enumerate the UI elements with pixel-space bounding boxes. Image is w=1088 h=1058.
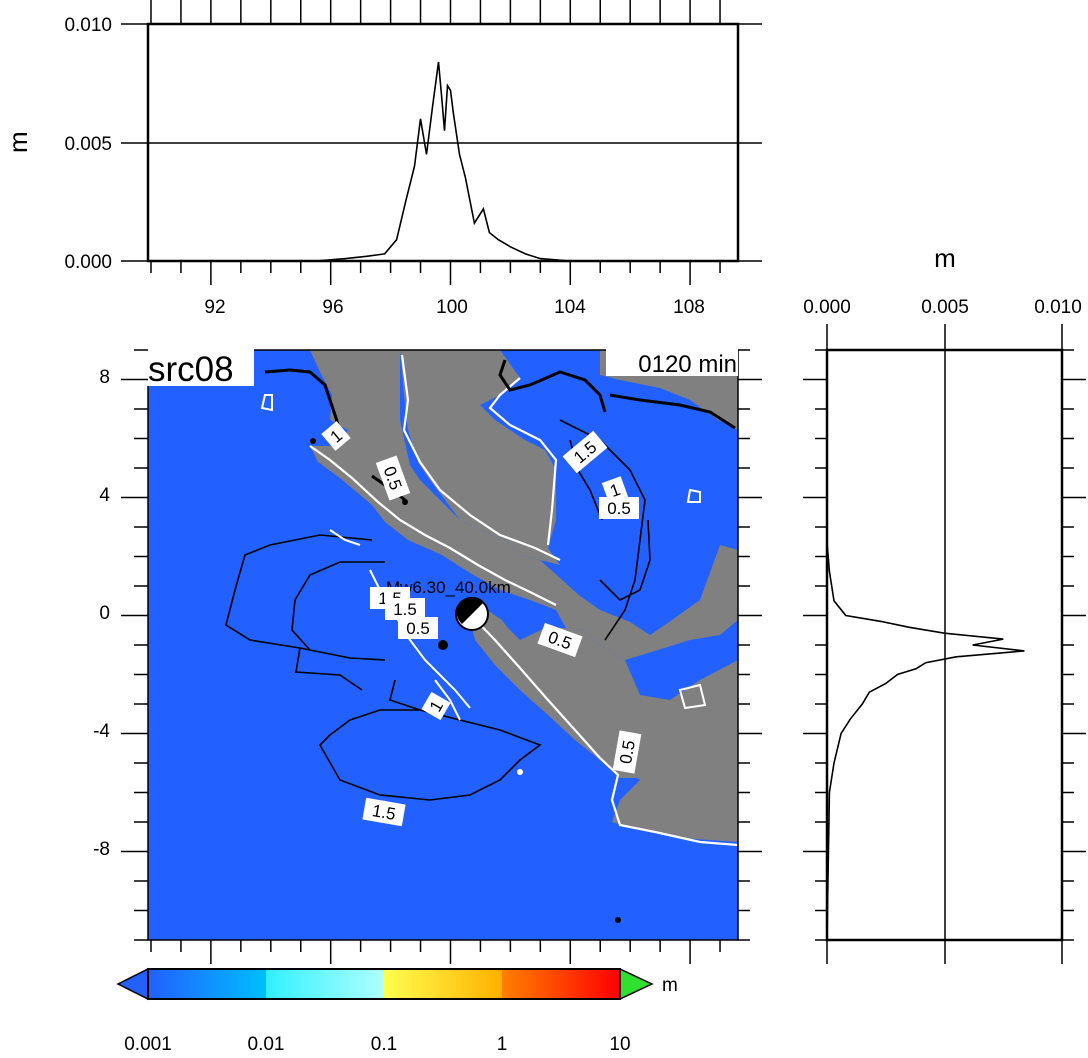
right-profile-panel: m 0.000 0.005 0.010 (803, 243, 1086, 964)
lat-tick-label: -4 (93, 721, 110, 742)
right-x-tick-label: 0.010 (1034, 297, 1082, 318)
contour-label: 0.5 (398, 617, 438, 639)
top-y-tick-label: 0.005 (64, 134, 112, 155)
time-label: 0120 min (638, 351, 737, 378)
svg-text:0.5: 0.5 (607, 499, 631, 518)
colorbar: m 0.001 0.01 0.1 1 10 (116, 967, 678, 1055)
top-y-tick-label: 0.000 (64, 252, 112, 273)
right-x-tick-label: 0.005 (921, 297, 969, 318)
contour-label: 0.5 (375, 455, 411, 501)
map-ticks (121, 349, 762, 964)
top-profile-curve (148, 61, 738, 262)
right-profile-unit: m (934, 243, 956, 273)
top-x-tick-label: 104 (554, 297, 586, 318)
top-x-tick-label: 100 (436, 297, 468, 318)
focal-mechanism-icon (455, 597, 489, 631)
contour-label: 1 (421, 691, 451, 721)
time-label-box (606, 348, 738, 376)
colorbar-label: 0.1 (371, 1034, 397, 1055)
colorbar-unit: m (662, 975, 678, 996)
top-y-tick-label: 0.010 (64, 15, 112, 36)
land-mass (468, 612, 640, 778)
contour-label: 1.5 (385, 598, 425, 620)
lat-tick-label: 8 (99, 367, 110, 388)
contour-line (225, 534, 542, 801)
top-x-tick-label: 92 (204, 297, 225, 318)
top-profile-panel: m 0.010 0.005 0.000 92 96 100 104 108 (3, 0, 762, 318)
contour-label: 1 (601, 476, 629, 504)
svg-text:0.5: 0.5 (616, 739, 639, 766)
map-title-box (146, 348, 254, 386)
coastline-dark (264, 359, 736, 502)
epicenter-marker (438, 640, 448, 650)
colorbar-low-arrow (116, 967, 149, 1001)
colorbar-high-arrow (619, 967, 654, 1001)
map-panel: Mw6.30_40.0km 10.51.510.51.51.50.50.510.… (93, 348, 762, 964)
land-mass (255, 350, 738, 660)
coastline (309, 354, 738, 847)
contour-label: 1 (321, 421, 351, 451)
right-profile-curve (826, 350, 1025, 941)
right-y-ticks (803, 349, 1086, 941)
right-x-tick-label: 0.000 (803, 297, 851, 318)
contour-line-white (260, 394, 707, 721)
lat-tick-label: 4 (99, 485, 110, 506)
svg-text:0.5: 0.5 (406, 619, 430, 638)
colorbar-label: 1 (497, 1034, 508, 1055)
lat-tick-label: 0 (99, 603, 110, 624)
top-profile-unit: m (3, 131, 33, 153)
svg-text:1.5: 1.5 (393, 600, 417, 619)
top-x-tick-label: 96 (322, 297, 343, 318)
colorbar-label: 0.001 (124, 1034, 172, 1055)
lat-tick-label: -8 (93, 839, 110, 860)
contour-label: 0.5 (599, 497, 639, 519)
svg-text:1.5: 1.5 (371, 801, 398, 824)
map-title: src08 (148, 350, 234, 389)
colorbar-label: 10 (609, 1034, 630, 1055)
top-x-ticks (150, 0, 721, 285)
colorbar-label: 0.01 (248, 1034, 285, 1055)
top-x-tick-label: 108 (673, 297, 705, 318)
source-label: Mw6.30_40.0km (386, 578, 511, 597)
land-mass (400, 350, 560, 565)
contour-label: 1.5 (362, 797, 406, 827)
contour-label: 0.5 (612, 730, 642, 774)
contour-labels: 10.51.510.51.51.50.50.510.51.5 (321, 421, 642, 827)
